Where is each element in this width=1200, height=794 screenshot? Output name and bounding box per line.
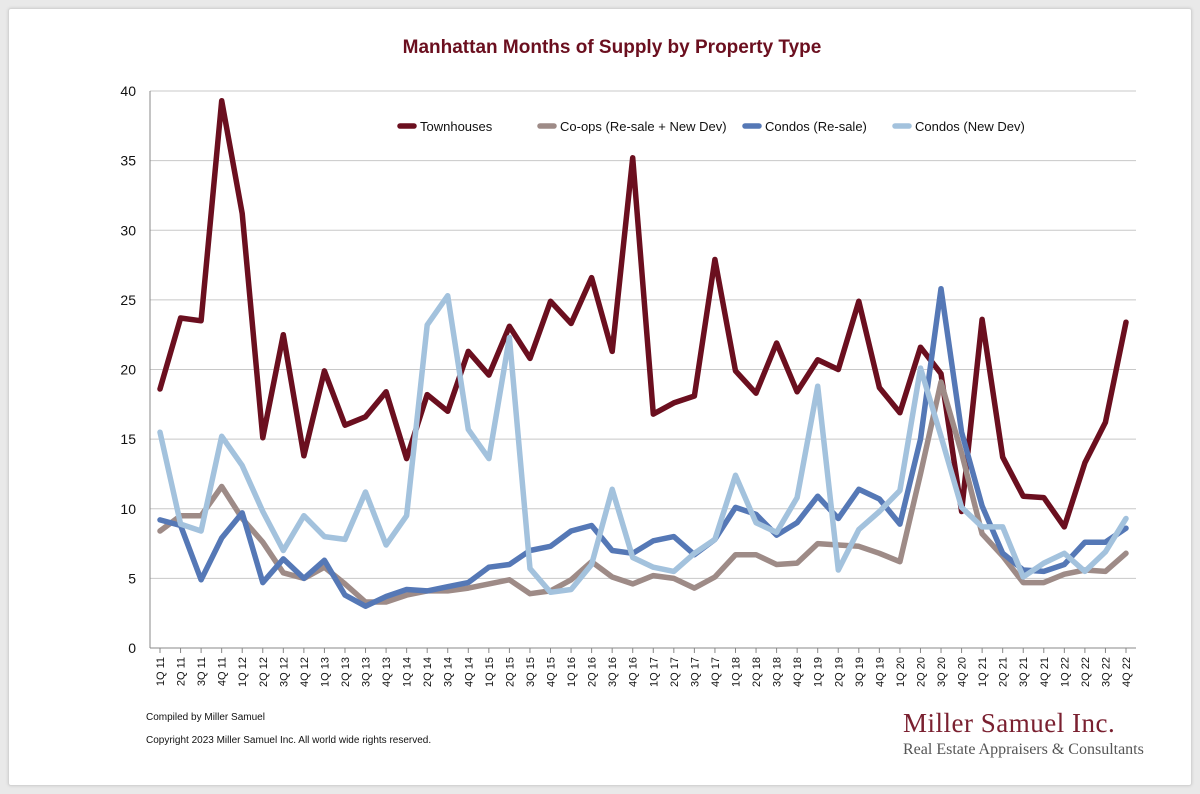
- x-tick-label: 1Q 20: [895, 657, 907, 687]
- x-tick-label: 4Q 16: [628, 657, 640, 687]
- x-tick-label: 4Q 11: [217, 657, 229, 686]
- x-tick-label: 1Q 21: [977, 657, 989, 687]
- x-tick-label: 2Q 14: [422, 657, 434, 687]
- y-axis: 0 5 10 15 20 25 30 35 40: [120, 83, 151, 656]
- x-tick-label: 3Q 14: [443, 657, 455, 687]
- x-tick-label: 3Q 13: [361, 657, 373, 687]
- x-tick-label: 2Q 17: [669, 657, 681, 687]
- x-tick-label: 1Q 13: [319, 657, 331, 687]
- y-tick-label: 20: [120, 362, 136, 378]
- copyright-note: Copyright 2023 Miller Samuel Inc. All wo…: [146, 735, 432, 746]
- x-tick-label: 3Q 17: [689, 657, 701, 687]
- y-tick-label: 0: [128, 640, 136, 656]
- y-tick-label: 5: [128, 570, 136, 586]
- x-tick-label: 3Q 12: [278, 657, 290, 687]
- x-tick-label: 3Q 21: [1018, 657, 1030, 687]
- brand-name: Miller Samuel Inc.: [903, 708, 1116, 738]
- x-tick-label: 4Q 21: [1039, 657, 1051, 687]
- chart-title: Manhattan Months of Supply by Property T…: [402, 37, 822, 58]
- brand-logo: Miller Samuel Inc. Real Estate Appraiser…: [903, 708, 1148, 759]
- x-tick-label: 4Q 22: [1121, 657, 1133, 687]
- x-axis: 1Q 11 2Q 11 3Q 11 4Q 11 1Q 12 2Q 12 3Q 12 4Q 12…: [155, 648, 1133, 687]
- y-tick-label: 35: [120, 153, 136, 169]
- x-tick-label: 3Q 18: [772, 657, 784, 687]
- brand-tagline: Real Estate Appraisers & Consultants: [903, 741, 1144, 758]
- series-line-condos-re-sale: [157, 285, 1129, 609]
- x-tick-label: 2Q 21: [998, 657, 1010, 687]
- x-tick-label: 4Q 13: [381, 657, 393, 687]
- x-tick-label: 2Q 19: [833, 657, 845, 687]
- x-tick-label: 2Q 22: [1080, 657, 1092, 687]
- legend-label: Co-ops (Re-sale + New Dev): [560, 119, 727, 134]
- series-lines: [157, 97, 1129, 609]
- y-tick-label: 30: [120, 222, 136, 238]
- series-line-condos-new-dev: [157, 292, 1129, 596]
- x-tick-label: 2Q 16: [587, 657, 599, 687]
- compiled-note: Compiled by Miller Samuel: [146, 712, 265, 723]
- x-tick-label: 1Q 22: [1059, 657, 1071, 687]
- x-tick-label: 4Q 12: [299, 657, 311, 687]
- x-tick-label: 4Q 20: [957, 657, 969, 687]
- x-tick-label: 2Q 11: [176, 657, 188, 686]
- y-tick-label: 15: [120, 431, 136, 447]
- x-tick-label: 3Q 20: [936, 657, 948, 687]
- x-tick-label: 1Q 18: [730, 657, 742, 687]
- x-tick-label: 2Q 18: [751, 657, 763, 687]
- x-tick-label: 1Q 19: [813, 657, 825, 687]
- x-tick-label: 1Q 11: [155, 657, 167, 686]
- legend-label: Condos (Re-sale): [765, 119, 867, 134]
- legend: Townhouses Co-ops (Re-sale + New Dev) Cond…: [397, 119, 1025, 134]
- series-line-townhouses: [157, 97, 1129, 530]
- x-tick-label: 2Q 13: [340, 657, 352, 687]
- x-tick-label: 1Q 15: [484, 657, 496, 687]
- x-tick-label: 1Q 16: [566, 657, 578, 687]
- x-tick-label: 4Q 19: [874, 657, 886, 687]
- x-tick-label: 3Q 11: [196, 657, 208, 686]
- x-tick-label: 3Q 15: [525, 657, 537, 687]
- x-tick-label: 4Q 18: [792, 657, 804, 687]
- x-tick-label: 4Q 15: [546, 657, 558, 687]
- x-tick-label: 1Q 14: [402, 657, 414, 687]
- y-tick-label: 10: [120, 501, 136, 517]
- x-tick-label: 3Q 19: [854, 657, 866, 687]
- x-tick-label: 4Q 14: [463, 657, 475, 687]
- legend-label: Condos (New Dev): [915, 119, 1025, 134]
- x-tick-label: 1Q 17: [648, 657, 660, 687]
- x-tick-label: 1Q 12: [237, 657, 249, 687]
- x-tick-label: 2Q 20: [915, 657, 927, 687]
- y-tick-label: 25: [120, 292, 136, 308]
- y-tick-label: 40: [120, 83, 136, 99]
- series-line-co-ops-re-sale-new-dev: [157, 379, 1129, 605]
- x-tick-label: 3Q 22: [1100, 657, 1112, 687]
- x-tick-label: 2Q 12: [258, 657, 270, 687]
- x-tick-label: 4Q 17: [710, 657, 722, 687]
- x-tick-label: 2Q 15: [504, 657, 516, 687]
- x-tick-label: 3Q 16: [607, 657, 619, 687]
- legend-label: Townhouses: [420, 119, 493, 134]
